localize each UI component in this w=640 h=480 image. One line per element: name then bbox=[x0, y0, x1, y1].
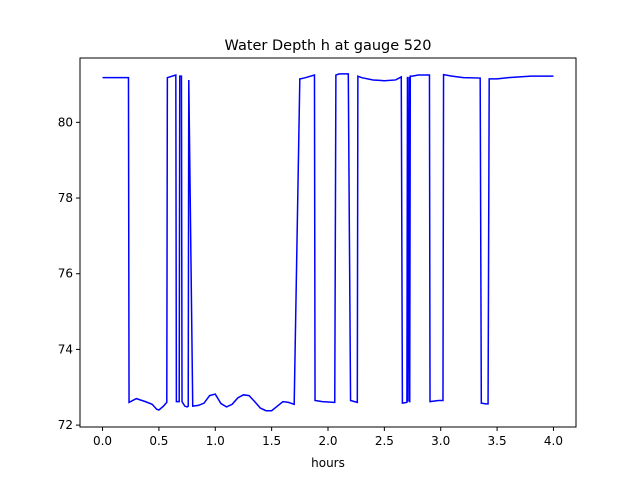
y-tick-label: 74 bbox=[58, 342, 73, 356]
x-axis-ticks: 0.0 0.5 1.0 1.5 2.0 2.5 3.0 3.5 4.0 bbox=[93, 427, 563, 448]
x-tick-label: 1.0 bbox=[206, 434, 225, 448]
x-tick-label: 3.5 bbox=[488, 434, 507, 448]
x-tick-label: 0.5 bbox=[149, 434, 168, 448]
series-line bbox=[102, 73, 554, 412]
x-tick-label: 3.0 bbox=[431, 434, 450, 448]
x-tick-label: 1.5 bbox=[262, 434, 281, 448]
x-tick-label: 0.0 bbox=[93, 434, 112, 448]
x-tick-label: 4.0 bbox=[544, 434, 563, 448]
x-tick-label: 2.5 bbox=[375, 434, 394, 448]
y-tick-label: 80 bbox=[58, 115, 73, 129]
y-tick-label: 76 bbox=[58, 267, 73, 281]
y-axis-ticks: 72 74 76 78 80 bbox=[58, 115, 80, 432]
x-tick-label: 2.0 bbox=[318, 434, 337, 448]
x-axis-label: hours bbox=[311, 456, 345, 470]
y-tick-label: 78 bbox=[58, 191, 73, 205]
chart-title: Water Depth h at gauge 520 bbox=[225, 38, 432, 54]
y-tick-label: 72 bbox=[58, 418, 73, 432]
